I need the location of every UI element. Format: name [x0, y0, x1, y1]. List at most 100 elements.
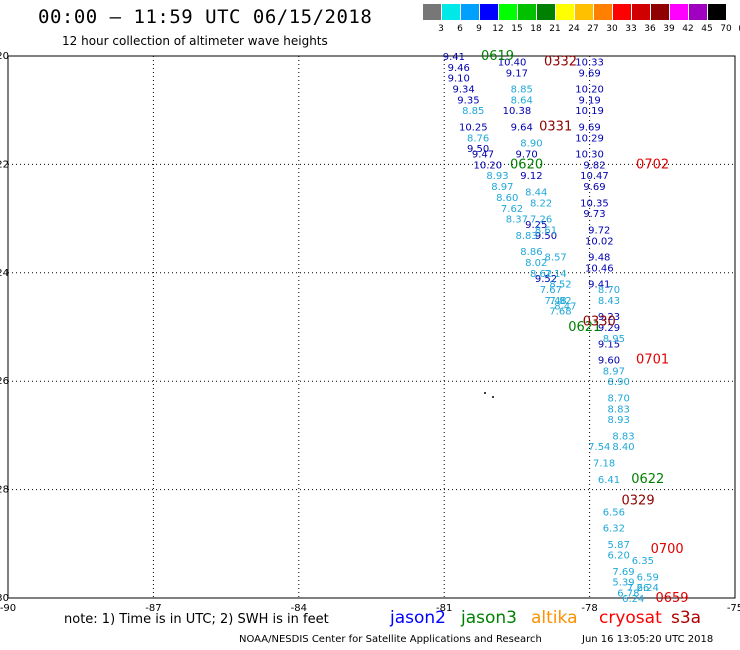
data-point-jason2: 9.48 — [588, 253, 610, 264]
data-point-altika: 8.40 — [612, 442, 634, 453]
data-point-altika: 8.44 — [525, 188, 547, 199]
data-point-altika: 6.78 — [617, 589, 639, 600]
x-tick-label: -75 — [727, 603, 740, 614]
data-point-cryosat: 0700 — [651, 542, 684, 557]
scale-swatch — [441, 4, 460, 20]
data-point-s3a: 0332 — [544, 54, 577, 69]
scale-label: 3 — [438, 24, 444, 34]
scale-label: (ft) — [736, 24, 740, 34]
legend-jason2: jason2 — [390, 608, 446, 628]
legend-jason3: jason3 — [461, 608, 517, 628]
data-point-altika: 5.39 — [612, 578, 634, 589]
data-point-altika: 8.70 — [608, 393, 630, 404]
data-point-altika: 8.70 — [598, 285, 620, 296]
data-point-jason3: 0620 — [510, 157, 543, 172]
data-point-altika: 8.85 — [462, 106, 484, 117]
footer-credit: NOAA/NESDIS Center for Satellite Applica… — [239, 634, 542, 645]
scale-swatch — [422, 4, 441, 20]
legend-cryosat: cryosat — [599, 608, 662, 628]
data-point-jason2: 9.50 — [467, 144, 489, 155]
x-tick-label: -90 — [0, 603, 16, 614]
data-point-jason2: 9.10 — [448, 74, 470, 85]
chart-title: 00:00 – 11:59 UTC 06/15/2018 — [38, 6, 373, 28]
data-point-altika: 6.59 — [637, 572, 659, 583]
x-tick-label: -87 — [145, 603, 161, 614]
scale-swatch — [631, 4, 650, 20]
legend-altika: altika — [531, 608, 578, 628]
data-point-altika: 8.97 — [603, 366, 625, 377]
data-point-jason2: 10.30 — [575, 150, 604, 161]
data-point-jason2: 10.02 — [585, 236, 614, 247]
scale-label: 39 — [663, 24, 675, 34]
scale-swatch — [479, 4, 498, 20]
island-marker — [484, 392, 486, 394]
data-point-altika: 8.93 — [608, 415, 630, 426]
data-point-jason2: 9.35 — [457, 95, 479, 106]
data-point-altika: 6.35 — [632, 556, 654, 567]
scale-label: 36 — [644, 24, 656, 34]
data-point-jason2: 9.19 — [578, 95, 600, 106]
scale-label: 33 — [625, 24, 637, 34]
data-point-jason2: 9.64 — [511, 122, 533, 133]
data-point-altika: 7.14 — [545, 269, 567, 280]
data-point-jason3: 0619 — [481, 49, 514, 64]
scale-swatch — [498, 4, 517, 20]
scale-label: 27 — [587, 24, 599, 34]
data-point-altika: 7.48 — [545, 296, 567, 307]
data-point-altika: 8.90 — [520, 139, 542, 150]
data-point-altika: 8.61 — [535, 225, 557, 236]
x-tick-label: -81 — [436, 603, 452, 614]
scale-swatch — [707, 4, 726, 20]
data-point-altika: 7.82 — [549, 296, 571, 307]
data-point-altika: 7.54 — [588, 442, 610, 453]
x-tick-label: -84 — [291, 603, 307, 614]
data-point-jason2: 10.38 — [503, 106, 532, 117]
data-point-jason2: 9.69 — [583, 182, 605, 193]
data-point-altika: 8.60 — [496, 193, 518, 204]
y-tick-label: -26 — [0, 376, 9, 387]
data-point-jason2: 9.69 — [578, 68, 600, 79]
data-point-altika: 7.26 — [627, 583, 649, 594]
data-point-altika: 8.83 — [515, 231, 537, 242]
data-point-altika: 8.85 — [511, 85, 533, 96]
data-point-altika: 8.52 — [549, 280, 571, 291]
data-point-jason2: 9.29 — [598, 323, 620, 334]
data-point-cryosat: 0702 — [636, 157, 669, 172]
data-point-jason2: 9.34 — [452, 85, 474, 96]
scale-label: 12 — [492, 24, 504, 34]
y-tick-label: -22 — [0, 159, 9, 170]
chart-subtitle: 12 hour collection of altimeter wave hei… — [62, 34, 328, 48]
data-point-jason2: 9.41 — [588, 280, 610, 291]
data-point-jason2: 10.19 — [575, 106, 604, 117]
data-point-altika: 8.64 — [511, 95, 533, 106]
data-point-altika: 8.76 — [467, 133, 489, 144]
data-point-altika: 7.69 — [612, 567, 634, 578]
scale-label: 18 — [530, 24, 542, 34]
y-tick-label: -28 — [0, 485, 9, 496]
data-point-jason2: 9.41 — [443, 52, 465, 63]
scale-swatch — [555, 4, 574, 20]
scale-label: 30 — [606, 24, 618, 34]
data-point-altika: 8.97 — [491, 182, 513, 193]
data-point-jason2: 9.69 — [578, 122, 600, 133]
scale-label: 15 — [511, 24, 523, 34]
data-point-altika: 8.62 — [530, 269, 552, 280]
data-point-jason2: 9.47 — [472, 150, 494, 161]
data-point-altika: 8.86 — [520, 247, 542, 258]
data-point-altika: 6.56 — [603, 507, 625, 518]
data-point-s3a: 0331 — [539, 119, 572, 134]
data-point-jason2: 9.15 — [598, 339, 620, 350]
scale-swatch — [460, 4, 479, 20]
data-point-cryosat: 0701 — [636, 353, 669, 368]
data-point-altika: 8.93 — [486, 171, 508, 182]
data-point-jason2: 10.47 — [580, 171, 609, 182]
data-point-jason2: 10.20 — [575, 85, 604, 96]
data-point-jason2: 9.73 — [583, 209, 605, 220]
data-point-jason3: 0621 — [568, 320, 601, 335]
data-point-jason2: 10.33 — [575, 57, 604, 68]
data-point-jason3: 0622 — [631, 472, 664, 487]
data-point-altika: 5.87 — [608, 540, 630, 551]
footer-timestamp: Jun 16 13:05:20 UTC 2018 — [582, 634, 714, 645]
scale-swatch — [650, 4, 669, 20]
